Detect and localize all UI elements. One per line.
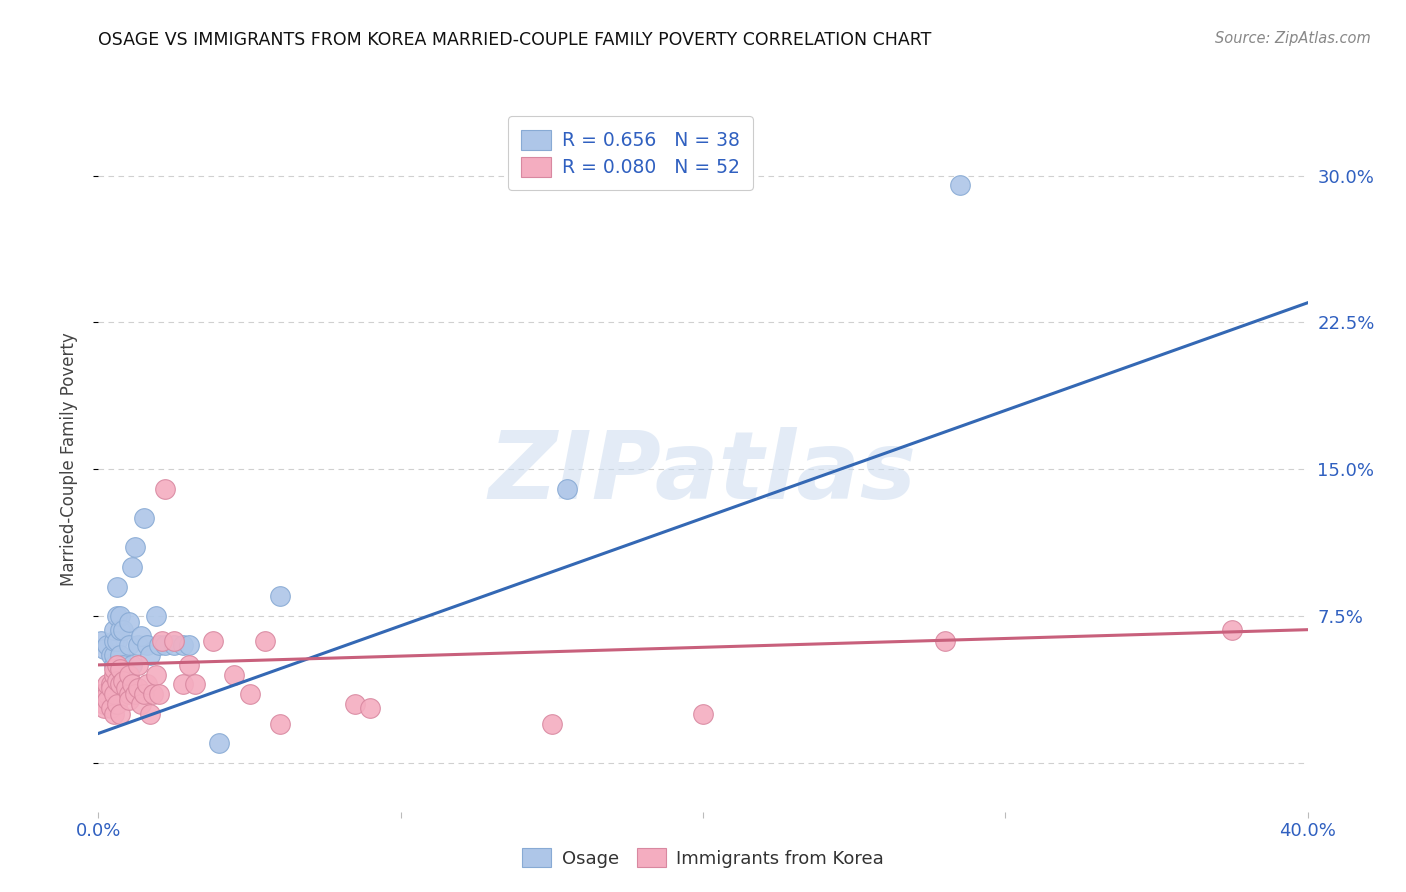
Point	[105, 634, 128, 648]
Point	[142, 687, 165, 701]
Point	[103, 657, 125, 672]
Point	[114, 667, 136, 681]
Point	[153, 482, 176, 496]
Point	[127, 681, 149, 696]
Point	[692, 706, 714, 721]
Point	[118, 667, 141, 681]
Point	[96, 687, 118, 701]
Point	[100, 648, 122, 662]
Point	[129, 697, 152, 711]
Point	[184, 677, 207, 691]
Point	[103, 623, 125, 637]
Point	[253, 634, 276, 648]
Point	[555, 482, 578, 496]
Point	[239, 687, 262, 701]
Point	[111, 657, 134, 672]
Point	[118, 693, 141, 707]
Y-axis label: Married-Couple Family Poverty: Married-Couple Family Poverty	[59, 333, 77, 586]
Point	[163, 634, 186, 648]
Point	[93, 701, 115, 715]
Point	[179, 638, 201, 652]
Point	[135, 638, 157, 652]
Point	[93, 642, 115, 657]
Point	[145, 609, 167, 624]
Point	[118, 638, 141, 652]
Point	[100, 677, 122, 691]
Point	[269, 590, 291, 604]
Point	[129, 628, 152, 642]
Point	[360, 701, 382, 715]
Point	[179, 657, 201, 672]
Point	[100, 701, 122, 715]
Point	[111, 673, 134, 688]
Point	[172, 677, 194, 691]
Point	[103, 706, 125, 721]
Point	[121, 657, 143, 672]
Point	[127, 657, 149, 672]
Point	[90, 687, 112, 701]
Point	[934, 634, 956, 648]
Point	[148, 687, 170, 701]
Point	[208, 736, 231, 750]
Point	[269, 716, 291, 731]
Point	[172, 638, 194, 652]
Point	[114, 681, 136, 696]
Point	[127, 638, 149, 652]
Point	[139, 648, 162, 662]
Point	[108, 648, 131, 662]
Point	[105, 580, 128, 594]
Point	[163, 638, 186, 652]
Point	[108, 677, 131, 691]
Legend: Osage, Immigrants from Korea: Osage, Immigrants from Korea	[513, 838, 893, 877]
Point	[118, 687, 141, 701]
Point	[105, 657, 128, 672]
Point	[108, 623, 131, 637]
Point	[108, 609, 131, 624]
Point	[103, 687, 125, 701]
Point	[111, 623, 134, 637]
Point	[121, 677, 143, 691]
Point	[1220, 623, 1243, 637]
Point	[108, 706, 131, 721]
Point	[105, 697, 128, 711]
Point	[100, 681, 122, 696]
Point	[135, 677, 157, 691]
Point	[139, 706, 162, 721]
Point	[150, 634, 173, 648]
Point	[949, 178, 972, 193]
Point	[118, 615, 141, 629]
Point	[103, 667, 125, 681]
Point	[103, 634, 125, 648]
Point	[153, 638, 176, 652]
Point	[124, 541, 146, 555]
Point	[148, 638, 170, 652]
Point	[224, 667, 246, 681]
Text: OSAGE VS IMMIGRANTS FROM KOREA MARRIED-COUPLE FAMILY POVERTY CORRELATION CHART: OSAGE VS IMMIGRANTS FROM KOREA MARRIED-C…	[98, 31, 932, 49]
Point	[145, 667, 167, 681]
Point	[202, 634, 225, 648]
Point	[105, 609, 128, 624]
Point	[96, 677, 118, 691]
Point	[344, 697, 367, 711]
Point	[105, 677, 128, 691]
Point	[96, 638, 118, 652]
Text: ZIPatlas: ZIPatlas	[489, 427, 917, 519]
Point	[121, 560, 143, 574]
Point	[124, 687, 146, 701]
Point	[132, 687, 155, 701]
Point	[96, 693, 118, 707]
Point	[90, 634, 112, 648]
Point	[108, 662, 131, 676]
Point	[103, 648, 125, 662]
Point	[540, 716, 562, 731]
Point	[132, 511, 155, 525]
Point	[105, 673, 128, 688]
Text: Source: ZipAtlas.com: Source: ZipAtlas.com	[1215, 31, 1371, 46]
Point	[103, 662, 125, 676]
Point	[93, 697, 115, 711]
